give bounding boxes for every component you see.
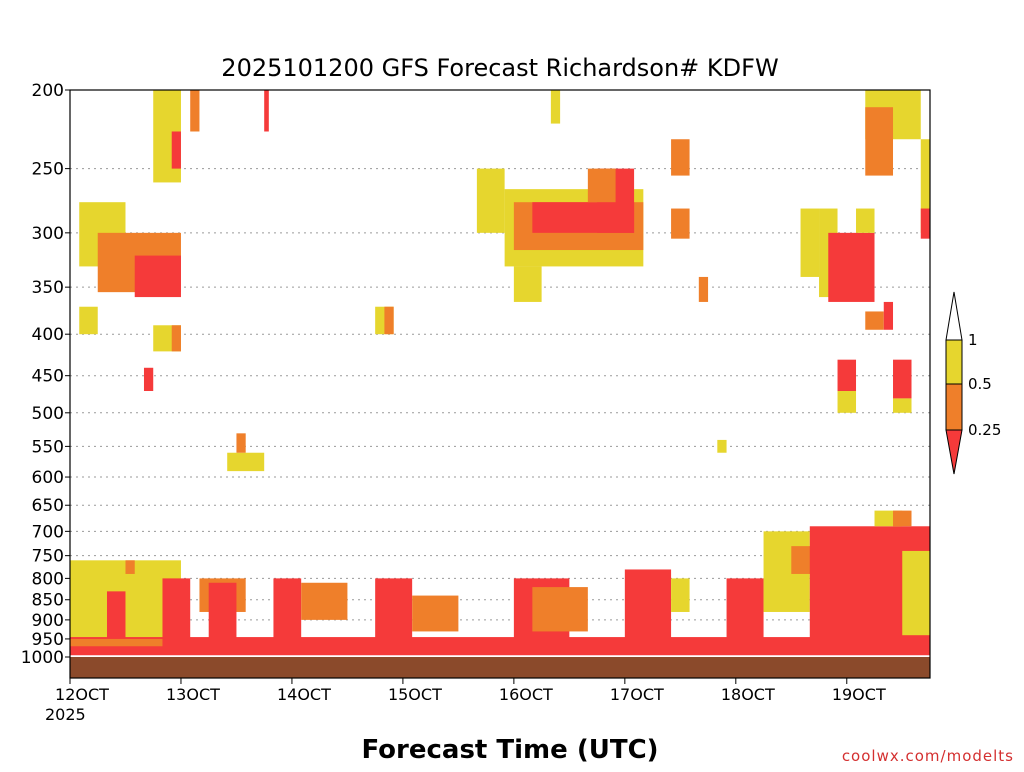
ri-region-11-orange	[532, 587, 588, 632]
ri-region-23-red	[134, 255, 181, 298]
ri-region-41-orange	[587, 168, 616, 203]
ri-region-46-orange	[698, 276, 709, 302]
x-year-label: 2025	[45, 705, 86, 724]
y-tick-label-1000: 1000	[21, 648, 64, 668]
y-tick-label-550: 550	[32, 437, 64, 457]
plot-frame	[69, 89, 931, 679]
ri-region-44-orange	[671, 139, 690, 176]
ri-region-59-red	[893, 359, 912, 399]
x-axis-ticks: 12OCT 13OCT 14OCT 15OCT 16OCT 17OCT 18OCT 19OCT…	[45, 678, 886, 724]
ri-region-55-orange	[865, 311, 884, 330]
ri-region-36-yellow	[476, 168, 505, 233]
y-tick-label-250: 250	[32, 160, 64, 180]
x-tick-label-13OCT: 13OCT	[166, 685, 220, 704]
ri-region-45-orange	[671, 208, 690, 239]
y-tick-label-500: 500	[32, 404, 64, 424]
ri-region-27-red	[264, 90, 269, 132]
x-tick-label-12OCT: 12OCT	[55, 685, 109, 704]
ri-region-57-red	[837, 359, 857, 392]
chart-title: 2025101200 GFS Forecast Richardson# KDFW	[221, 54, 778, 82]
y-tick-label-950: 950	[32, 630, 64, 650]
x-axis-label: Forecast Time (UTC)	[361, 735, 658, 765]
ri-region-53-yellow	[920, 139, 930, 233]
ri-region-62-orange	[893, 510, 912, 527]
ri-region-13-yellow	[671, 578, 690, 612]
ri-region-32-yellow	[227, 452, 265, 472]
ri-region-56-red	[883, 301, 894, 330]
ri-region-19-red	[70, 637, 930, 656]
x-tick-label-15OCT: 15OCT	[388, 685, 442, 704]
color-legend: 1 0.5 0.25	[945, 291, 1001, 475]
y-tick-label-350: 350	[32, 278, 64, 298]
ri-region-35-orange	[384, 306, 394, 335]
legend-swatch-orange	[945, 383, 963, 431]
legend-label-1: 1	[968, 331, 978, 349]
credit-text: coolwx.com/modelts	[842, 747, 1014, 765]
ri-region-18-yellow	[902, 550, 930, 636]
y-tick-label-700: 700	[32, 522, 64, 542]
y-tick-label-650: 650	[32, 496, 64, 516]
ri-region-28-yellow	[79, 306, 98, 335]
ri-region-49-red	[828, 232, 875, 302]
y-axis-ticks: 200 250 300 350 400 450 500 550 600 650 700 7508008…	[21, 81, 70, 668]
ri-region-33-orange	[236, 433, 246, 453]
ri-region-9-orange	[412, 595, 459, 632]
legend-label-0-25: 0.25	[968, 421, 1001, 439]
ri-region-52-orange	[865, 107, 894, 176]
x-tick-label-14OCT: 14OCT	[277, 685, 331, 704]
ri-region-43-yellow	[550, 90, 561, 124]
x-tick-label-17OCT: 17OCT	[610, 685, 664, 704]
x-tick-label-16OCT: 16OCT	[499, 685, 553, 704]
ri-region-42-yellow	[513, 266, 542, 302]
y-tick-label-400: 400	[32, 325, 64, 345]
legend-arrow-low	[945, 429, 963, 475]
legend-label-0-5: 0.5	[968, 375, 992, 393]
ri-region-50-yellow	[856, 208, 875, 233]
y-tick-label-800: 800	[32, 569, 64, 589]
legend-swatch-yellow	[945, 339, 963, 385]
ri-region-47-yellow	[800, 208, 820, 277]
y-tick-label-900: 900	[32, 611, 64, 631]
x-tick-label-19OCT: 19OCT	[832, 685, 886, 704]
legend-arrow-high	[945, 291, 963, 341]
richardson-shading	[70, 90, 930, 678]
ri-region-58-yellow	[837, 391, 857, 413]
y-tick-label-450: 450	[32, 367, 64, 387]
y-tick-label-200: 200	[32, 81, 64, 101]
ri-region-31-red	[143, 367, 154, 392]
ri-region-30-orange	[171, 325, 181, 352]
x-tick-label-18OCT: 18OCT	[721, 685, 775, 704]
y-tick-label-750: 750	[32, 547, 64, 567]
ri-region-2-orange	[125, 560, 135, 574]
ri-region-25-red	[171, 131, 181, 169]
ri-region-63-yellow	[717, 439, 727, 453]
ri-region-26-orange	[190, 90, 200, 132]
y-tick-label-300: 300	[32, 224, 64, 244]
y-tick-label-600: 600	[32, 468, 64, 488]
y-tick-label-850: 850	[32, 591, 64, 611]
ground-band	[70, 657, 930, 678]
ri-region-20-orange	[70, 638, 163, 647]
ri-region-60-yellow	[893, 398, 912, 413]
ri-region-7-orange	[301, 582, 348, 620]
ri-region-54-red	[920, 208, 930, 239]
